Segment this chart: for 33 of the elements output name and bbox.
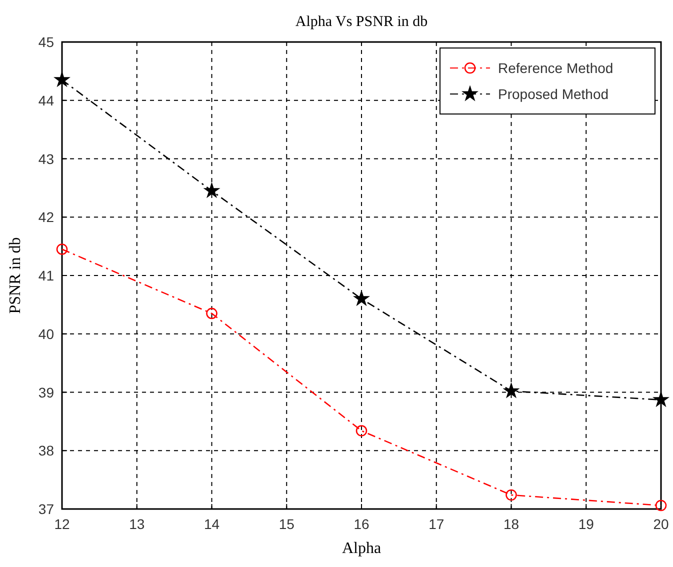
point [354,291,369,306]
x-tick-label: 12 [54,516,70,532]
point [506,489,517,501]
x-tick-label: 15 [278,516,295,532]
y-tick-label: 37 [38,501,54,517]
y-tick-label: 39 [38,384,54,400]
x-tick-label: 16 [354,516,370,532]
x-tick-label: 13 [129,516,145,532]
x-tick-label: 17 [428,516,444,532]
point [56,244,68,255]
point [54,72,70,86]
x-axis-title: Alpha [342,540,382,557]
point [204,183,220,198]
point [654,392,668,406]
y-tick-label: 45 [38,34,54,50]
legend-label: Reference Method [498,60,614,76]
x-tick-label: 18 [503,516,520,532]
y-tick-label: 38 [38,442,54,459]
x-tick-label: 19 [578,516,594,532]
legend-label: Proposed Method [498,86,609,102]
x-tick-label: 14 [204,516,220,532]
point [206,308,218,320]
y-axis-title: PSNR in db [7,237,24,314]
y-tick-label: 41 [38,268,54,284]
point [655,500,667,512]
y-tick-label: 44 [38,92,54,108]
point [356,425,368,436]
x-tick-label: 20 [653,516,669,532]
y-tick-label: 40 [38,326,54,342]
y-tick-label: 43 [38,150,54,167]
point [504,383,519,398]
y-tick-label: 42 [38,209,54,226]
chart-title: Alpha Vs PSNR in db [295,14,428,30]
